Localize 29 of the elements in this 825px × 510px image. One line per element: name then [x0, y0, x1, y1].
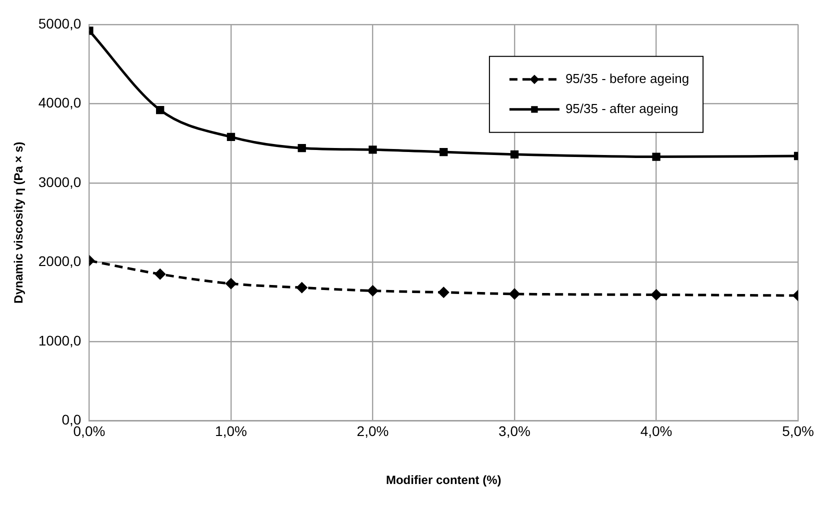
- x-axis-title: Modifier content (%): [386, 473, 502, 488]
- x-tick-label: 3,0%: [498, 423, 530, 440]
- point: [438, 287, 449, 298]
- point: [440, 148, 448, 156]
- x-tick-label: 1,0%: [215, 423, 247, 440]
- x-tick-label: 2,0%: [356, 423, 389, 440]
- y-axis-title: Dynamic viscosity η (Pa × s): [12, 142, 26, 304]
- y-tick-label: 1000,0: [38, 332, 82, 348]
- point: [226, 278, 236, 289]
- legend-label: 95/35 - after ageing: [565, 100, 678, 116]
- point: [226, 132, 236, 142]
- point: [154, 268, 166, 280]
- y-tick-label: 4000,0: [38, 94, 82, 111]
- legend-label: 95/35 - before ageing: [565, 70, 690, 86]
- point: [296, 282, 308, 293]
- point: [510, 150, 519, 158]
- y-tick-label: 5000,0: [38, 15, 82, 32]
- point: [156, 106, 164, 114]
- point: [651, 289, 662, 300]
- y-tick-label: 2000,0: [38, 253, 82, 270]
- x-tick-label: 4,0%: [640, 423, 672, 440]
- y-tick-label: 3000,0: [38, 174, 82, 190]
- y-tick-label: 0,0: [62, 412, 82, 428]
- point: [652, 152, 660, 161]
- point: [368, 146, 377, 154]
- point: [298, 144, 306, 152]
- point: [509, 288, 520, 300]
- x-tick-label: 5,0%: [782, 423, 814, 440]
- point: [368, 286, 378, 296]
